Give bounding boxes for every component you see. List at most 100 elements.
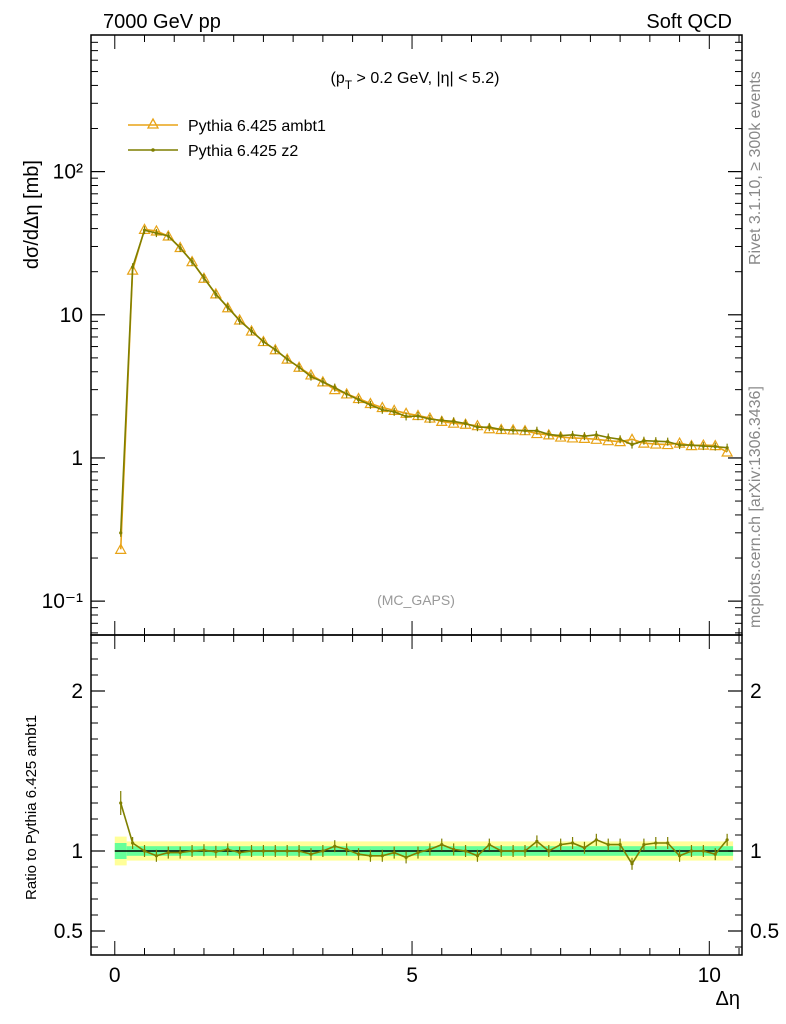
main-y-tick-label: 1: [71, 447, 83, 470]
ratio-point: [178, 851, 182, 855]
ratio-point: [249, 849, 254, 853]
ratio-point: [440, 843, 444, 847]
main-panel: 10⁻¹ 1 10 10² dσ/dΔη [mb] (pT > 0.2 GeV, |η…: [21, 34, 743, 636]
z2-point: [380, 408, 384, 412]
z2-point: [594, 433, 598, 437]
z2-point: [452, 419, 456, 424]
z2-point: [368, 403, 373, 407]
ratio-point: [321, 849, 325, 853]
ratio-point: [297, 849, 301, 853]
z2-point: [214, 292, 218, 296]
z2-point: [475, 425, 480, 429]
z2-point: [261, 339, 266, 344]
ratio-point: [166, 851, 170, 855]
ambt1-point: [293, 361, 306, 372]
z2-point: [321, 380, 325, 384]
mcplots-text: mcplots.cern.ch [arXiv:1306.3436]: [747, 386, 764, 628]
ratio-point: [713, 852, 717, 856]
z2-point: [345, 392, 349, 396]
ratio-axis-ticks: 0.5 0.5 1 1 2 2 0 5 10: [54, 635, 779, 987]
ratio-point: [666, 841, 670, 845]
ratio-point: [202, 848, 206, 852]
ratio-y-tick-label-right: 1: [750, 840, 762, 863]
ratio-point: [238, 851, 242, 855]
z2-point: [142, 228, 147, 232]
ambt1-point: [197, 272, 210, 283]
ambt1-point: [114, 543, 127, 554]
ratio-point: [689, 849, 694, 853]
ambt1-point: [245, 324, 258, 336]
ratio-point: [356, 852, 361, 856]
z2-point: [154, 231, 158, 235]
z2-point: [487, 425, 491, 429]
ratio-panel-frame: [90, 634, 743, 956]
z2-point: [630, 442, 634, 447]
legend-label-ambt1: Pythia 6.425 ambt1: [188, 118, 326, 135]
z2-point: [582, 434, 587, 438]
z2-point: [404, 414, 408, 419]
z2-point: [654, 439, 658, 443]
z2-point: [297, 365, 301, 369]
z2-point: [463, 421, 468, 426]
ratio-point: [463, 849, 468, 853]
z2-point: [642, 439, 646, 443]
main-y-tick-label: 10²: [53, 161, 83, 184]
ambt1-point: [269, 343, 282, 355]
ratio-point: [380, 854, 384, 858]
ratio-point: [261, 849, 266, 853]
header-right: Soft QCD: [646, 11, 732, 33]
ratio-point: [630, 862, 634, 866]
ratio-point: [368, 854, 373, 858]
cut-label: (pT > 0.2 GeV, |η| < 5.2): [331, 70, 500, 92]
main-axis-ticks: 10⁻¹ 1 10 10²: [42, 34, 742, 635]
z2-point: [356, 398, 361, 402]
ambt1-point: [554, 430, 567, 442]
legend-marker-ambt1: [146, 117, 160, 129]
z2-point: [273, 348, 277, 352]
ratio-point: [131, 841, 135, 845]
ratio-point: [345, 847, 349, 852]
legend-label-z2: Pythia 6.425 z2: [188, 143, 298, 160]
z2-point: [677, 443, 682, 447]
legend: Pythia 6.425 ambt1 Pythia 6.425 z2: [128, 117, 326, 160]
x-tick-label: 0: [109, 964, 121, 987]
ratio-point: [677, 854, 682, 858]
ratio-point: [214, 850, 218, 854]
ratio-point: [570, 841, 575, 845]
x-axis-label: Δη: [716, 988, 740, 1010]
z2-point: [119, 531, 123, 535]
ratio-point: [547, 849, 551, 853]
ratio-y-tick-label-left: 1: [71, 840, 83, 863]
z2-point: [547, 432, 551, 437]
ratio-point: [416, 851, 420, 855]
z2-point: [499, 427, 503, 432]
z2-point: [416, 414, 420, 418]
z2-point: [535, 429, 539, 433]
z2-point: [202, 276, 206, 280]
ambt1-point: [566, 431, 579, 443]
ratio-y-tick-label-right: 2: [750, 680, 762, 703]
z2-point: [392, 410, 396, 414]
z2-point: [249, 329, 254, 333]
ratio-point: [404, 855, 408, 860]
ratio-point: [618, 843, 622, 847]
ratio-point: [428, 847, 432, 852]
x-tick-label: 10: [698, 964, 721, 987]
main-y-tick-label: 10⁻¹: [42, 590, 83, 613]
header-left: 7000 GeV pp: [103, 11, 221, 33]
ratio-point: [142, 849, 147, 853]
ratio-y-tick-label-left: 2: [71, 680, 83, 703]
ratio-point: [499, 849, 503, 853]
ratio-point: [725, 838, 729, 842]
ratio-point: [487, 843, 491, 847]
ratio-point: [511, 849, 515, 853]
ratio-line-z2: [119, 802, 728, 866]
z2-point: [666, 440, 670, 444]
z2-point: [190, 260, 194, 264]
ambt1-point: [590, 433, 603, 444]
z2-point: [559, 434, 563, 438]
z2-point: [689, 443, 694, 447]
main-series: [114, 223, 734, 554]
z2-point: [701, 444, 705, 448]
